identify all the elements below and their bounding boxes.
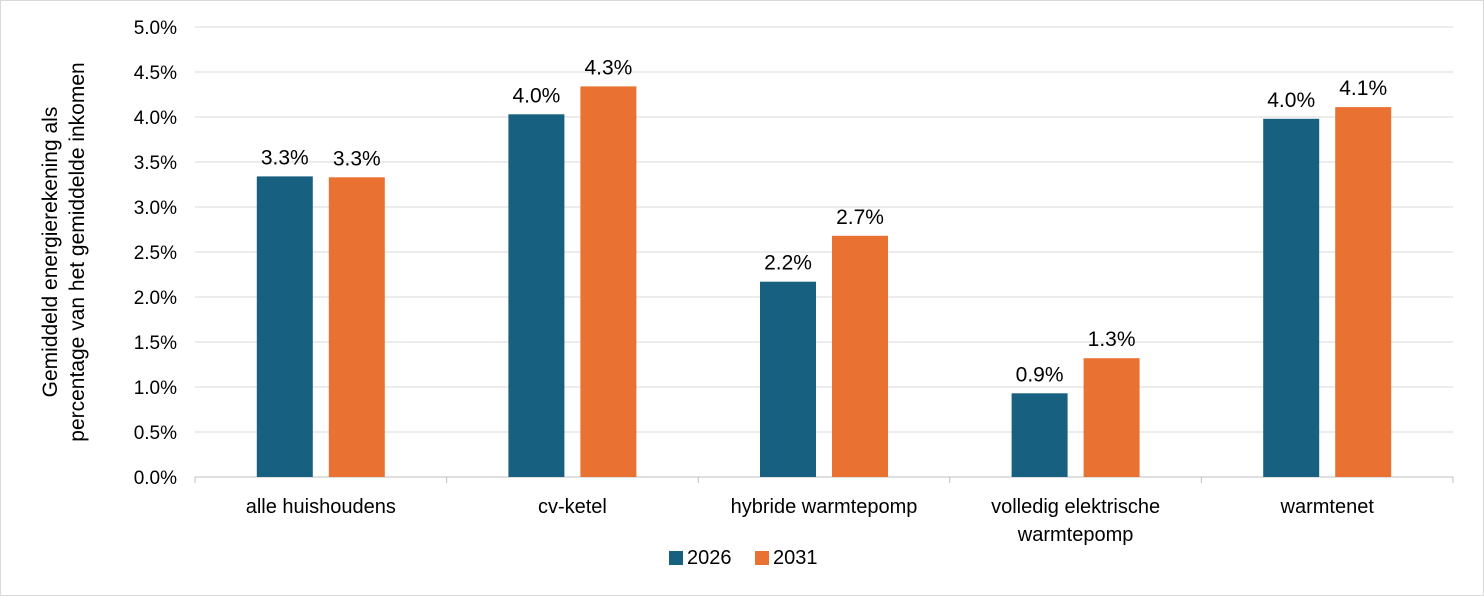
data-label: 2.2% [764,252,812,275]
bar-2026[interactable] [256,176,313,477]
legend-swatch-2026[interactable] [669,551,683,565]
y-tick-label: 2.5% [134,243,177,264]
data-label: 3.3% [261,146,309,169]
data-label: 4.0% [1267,89,1315,112]
y-tick-label: 0.5% [134,423,177,444]
y-axis-title: percentage van het gemiddelde inkomen [66,62,89,441]
bar-2026[interactable] [760,281,816,477]
bar-2026[interactable] [508,114,565,478]
data-label: 4.1% [1339,77,1387,100]
y-tick-label: 1.0% [134,378,177,399]
y-tick-label: 0.0% [134,468,177,489]
y-tick-label: 2.0% [134,288,177,309]
y-tick-label: 4.5% [134,63,177,84]
legend-label[interactable]: 2031 [773,547,818,569]
legend-swatch-2031[interactable] [755,551,769,565]
x-category-label: cv-ketel [538,496,607,518]
data-label: 0.9% [1016,363,1064,386]
x-category-label: volledig elektrische [991,496,1160,518]
y-tick-label: 4.0% [134,108,177,129]
data-label: 4.3% [584,56,632,79]
bar-2031[interactable] [1083,358,1140,477]
bar-2026[interactable] [1263,118,1320,478]
y-tick-label: 3.0% [134,198,177,219]
x-category-label: warmtepomp [1017,524,1134,546]
y-tick-label: 1.5% [134,333,177,354]
data-label: 2.7% [836,206,884,229]
bar-2031[interactable] [580,86,637,478]
data-label: 4.0% [512,84,560,107]
legend-label[interactable]: 2026 [687,547,732,569]
x-category-label: hybride warmtepomp [731,496,918,518]
bar-2031[interactable] [328,177,385,478]
bar-2026[interactable] [1011,393,1068,477]
x-category-label: alle huishoudens [246,496,396,518]
data-label: 3.3% [333,147,381,170]
y-axis-title: Gemiddeld energierekening als [39,107,62,398]
bar-2031[interactable] [832,235,888,477]
bar-2031[interactable] [1335,107,1392,477]
x-category-label: warmtenet [1280,496,1375,518]
data-label: 1.3% [1088,328,1136,351]
y-tick-label: 3.5% [134,153,177,174]
y-tick-label: 5.0% [134,18,177,39]
